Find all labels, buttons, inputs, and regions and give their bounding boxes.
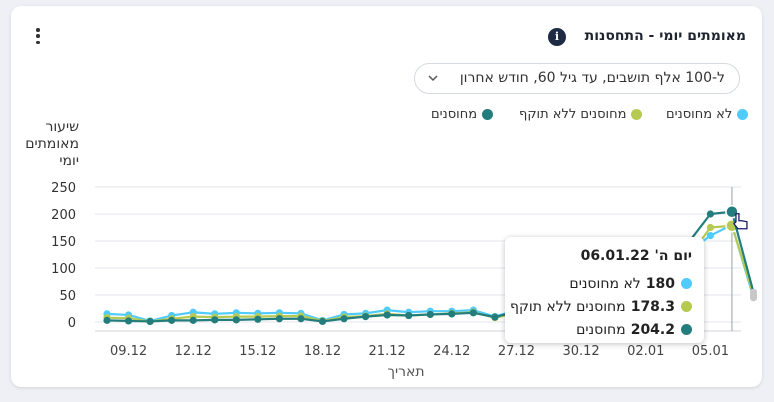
data-point (706, 223, 715, 232)
legend-label: מחוסנים ללא תוקף (519, 107, 627, 122)
data-point (189, 316, 197, 324)
tooltip-label: מחוסנים (576, 321, 626, 338)
data-point (124, 317, 133, 325)
x-tick-label: 12.12 (175, 344, 212, 359)
data-point (254, 315, 262, 323)
legend-item-unvaccinated[interactable]: לא מחוסנים (666, 107, 749, 122)
data-point (297, 315, 305, 323)
data-point (340, 315, 348, 323)
x-tick-label: 18.12 (304, 344, 341, 359)
y-tick-label: 150 (51, 235, 76, 250)
hand-cursor-icon (733, 213, 748, 230)
y-tick-label: 0 (68, 316, 76, 331)
tooltip-value: 204.2 (630, 321, 675, 338)
x-tick-label: 27.12 (498, 344, 535, 359)
legend-item-vaccinated-expired[interactable]: מחוסנים ללא תוקף (519, 107, 643, 122)
legend-label: מחוסנים (431, 107, 478, 122)
x-tick-label: 21.12 (369, 344, 406, 359)
x-axis-label: תאריך (387, 364, 425, 380)
legend-label: לא מחוסנים (666, 107, 733, 122)
data-point (383, 311, 391, 319)
data-point (146, 317, 154, 326)
tooltip-label: מחוסנים ללא תוקף (510, 298, 626, 315)
data-point (448, 310, 456, 318)
legend-dot-icon (737, 109, 749, 120)
card-title: מאומתים יומי - התחסנות (584, 28, 746, 44)
data-point (318, 317, 327, 326)
x-tick-label: 30.12 (562, 344, 599, 359)
data-point (168, 316, 176, 324)
tooltip-row: 204.2 מחוסנים (505, 318, 692, 341)
x-tick-label: 05.01 (692, 344, 729, 359)
data-point (725, 204, 739, 219)
y-tick-label: 200 (51, 208, 76, 223)
more-vertical-icon[interactable] (31, 26, 45, 46)
legend-dot-icon (631, 109, 643, 120)
data-point (491, 313, 499, 321)
y-tick-label: 250 (51, 181, 76, 196)
tooltip-dot-icon (681, 324, 692, 335)
hand-cursor-shape (733, 213, 748, 230)
tooltip-row: 178.3 מחוסנים ללא תוקף (505, 295, 692, 318)
chevron-down-icon (428, 75, 438, 82)
tooltip-title: יום ה' 06.01.22 (580, 248, 692, 264)
chart-tooltip: יום ה' 06.01.22 180 לא מחוסנים 178.3 מחו… (505, 237, 704, 343)
y-axis-label: שיעור מאומתים יומי (25, 119, 79, 169)
data-point (275, 315, 283, 323)
legend-item-vaccinated[interactable]: מחוסנים (431, 107, 494, 122)
tooltip-value: 180 (645, 275, 675, 292)
data-point (103, 316, 111, 324)
legend-dot-icon (482, 109, 494, 120)
filter-dropdown-value: ל-100 אלף תושבים, עד גיל 60, חודש אחרון (459, 70, 725, 86)
data-point (405, 311, 413, 320)
y-tick-label: 100 (51, 262, 76, 277)
data-point (426, 310, 434, 319)
x-tick-label: 02.01 (627, 344, 664, 359)
info-icon[interactable]: i (548, 28, 566, 46)
data-point (749, 288, 758, 296)
tooltip-label: לא מחוסנים (569, 275, 641, 292)
data-point (706, 210, 715, 218)
data-point (362, 313, 370, 321)
tooltip-dot-icon (681, 278, 692, 289)
data-point (232, 316, 240, 324)
x-tick-label: 24.12 (433, 344, 470, 359)
x-tick-label: 09.12 (110, 344, 147, 359)
tooltip-row: 180 לא מחוסנים (505, 272, 692, 295)
tooltip-dot-icon (681, 301, 692, 312)
x-tick-label: 15.12 (239, 344, 276, 359)
daily-confirmed-vaccination-card: מאומתים יומי - התחסנות i ל-100 אלף תושבי… (11, 6, 762, 387)
y-tick-label: 50 (59, 289, 76, 304)
data-point (469, 309, 477, 317)
data-point (211, 316, 219, 324)
tooltip-value: 178.3 (630, 298, 675, 315)
filter-dropdown[interactable]: ל-100 אלף תושבים, עד גיל 60, חודש אחרון (414, 63, 740, 94)
data-point (706, 232, 715, 240)
